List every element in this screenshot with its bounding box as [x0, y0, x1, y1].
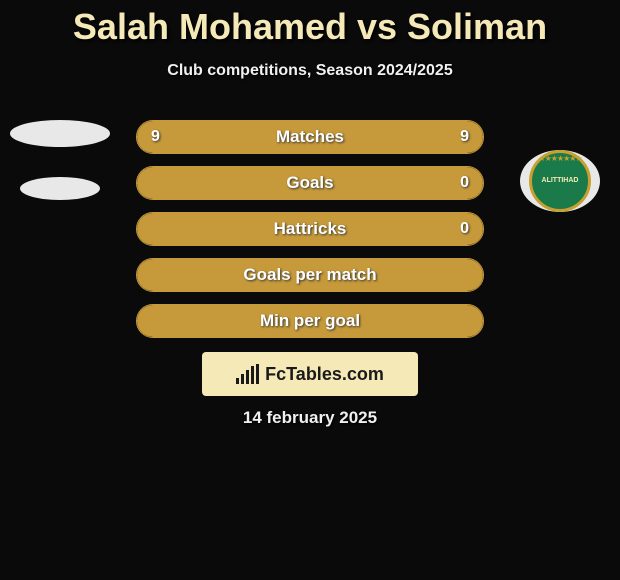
- stat-value-right: 0: [460, 220, 469, 238]
- logo-bars-icon: [236, 364, 259, 384]
- stat-value-right: 0: [460, 174, 469, 192]
- stat-value-right: 9: [460, 128, 469, 146]
- crest-stars-icon: ★★★★★★★: [538, 154, 581, 163]
- page-subtitle: Club competitions, Season 2024/2025: [0, 62, 620, 80]
- stats-bars: 9 9 Matches 0 Goals 0 Hattricks Goals per match…: [136, 120, 484, 350]
- player-left-avatar: [10, 120, 110, 200]
- stat-label: Hattricks: [274, 219, 347, 239]
- date-label: 14 february 2025: [0, 408, 620, 428]
- stat-value-left: 9: [151, 128, 160, 146]
- stat-row: Goals per match: [136, 258, 484, 292]
- page-title: Salah Mohamed vs Soliman: [0, 0, 620, 48]
- player-right-avatar: ★★★★★★★ ALITTIHAD: [510, 120, 610, 200]
- stat-row: 0 Hattricks: [136, 212, 484, 246]
- stat-label: Goals: [286, 173, 333, 193]
- stat-row: 0 Goals: [136, 166, 484, 200]
- stat-label: Min per goal: [260, 311, 360, 331]
- stat-label: Goals per match: [243, 265, 376, 285]
- placeholder-ellipse: [20, 177, 100, 200]
- stat-label: Matches: [276, 127, 344, 147]
- fctables-logo: FcTables.com: [202, 352, 418, 396]
- stat-row: 9 9 Matches: [136, 120, 484, 154]
- stat-row: Min per goal: [136, 304, 484, 338]
- club-crest: ★★★★★★★ ALITTIHAD: [520, 150, 600, 212]
- logo-text: FcTables.com: [265, 364, 384, 385]
- placeholder-ellipse: [10, 120, 110, 147]
